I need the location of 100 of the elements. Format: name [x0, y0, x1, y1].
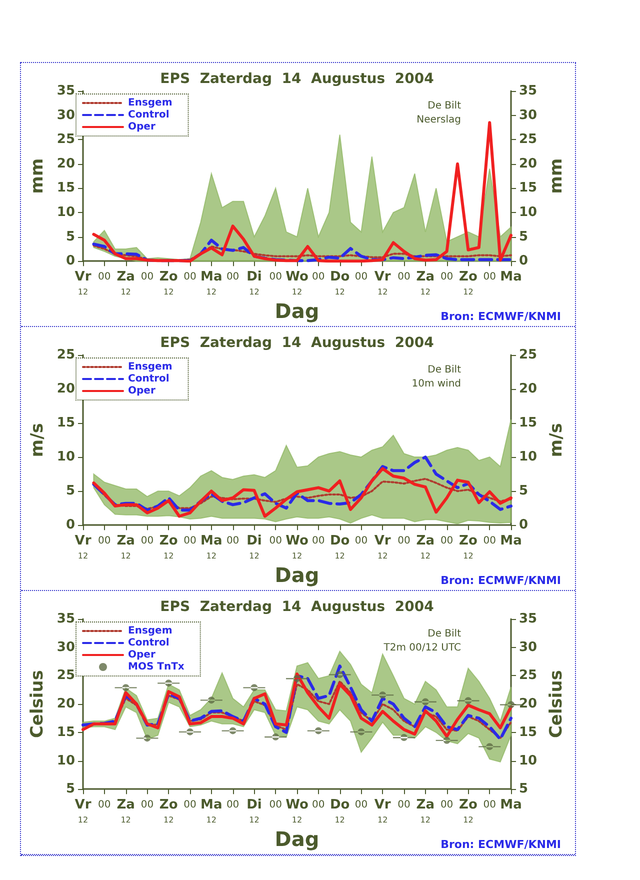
- y-axis-title: m/s: [28, 423, 48, 458]
- x-axis-title: Dag: [274, 299, 320, 323]
- y-tick-label: 5: [66, 229, 75, 244]
- x-tick-label: 00: [226, 800, 240, 811]
- x-tick-label: 00: [269, 272, 282, 283]
- annotation: 10m wind: [412, 378, 462, 390]
- x-tick-label: Wo 12: [286, 270, 308, 297]
- chart-title: EPS Zaterdag 14 Augustus 2004: [160, 335, 434, 351]
- x-tick-label: 00: [98, 800, 111, 811]
- y2-tick-label: 15: [519, 416, 538, 431]
- x-tick-label: 00: [483, 536, 496, 547]
- x-tick-label: Za 12: [116, 270, 135, 297]
- x-tick-label: 00: [312, 800, 325, 811]
- x-tick-label: 00: [483, 272, 496, 283]
- y-axis-title: mm: [28, 158, 48, 194]
- chart-title: EPS Zaterdag 14 Augustus 2004: [160, 599, 434, 615]
- x-tick-label: Ma 12: [200, 270, 222, 297]
- x-tick-label: 00: [354, 272, 368, 283]
- y-tick-label: 15: [56, 416, 75, 431]
- line-series: [92, 244, 512, 262]
- x-tick-label: 00: [398, 800, 410, 811]
- y2-tick-label: 20: [519, 696, 538, 712]
- x-tick-label: 00: [483, 800, 496, 811]
- x-tick-label: Za 12: [116, 534, 135, 561]
- x-tick-label: Zo 12: [159, 270, 178, 297]
- x-tick-label: 00: [226, 536, 240, 547]
- y2-tick-label: 0: [519, 254, 528, 269]
- x-tick-label: 00: [184, 536, 196, 547]
- annotation: De Bilt: [428, 364, 462, 376]
- y2-axis-title: m/s: [546, 423, 566, 458]
- x-tick-label: 00: [354, 800, 368, 811]
- y2-tick-label: 35: [519, 84, 538, 98]
- y-tick-label: 30: [56, 640, 75, 655]
- x-tick-label: 00: [140, 272, 154, 283]
- y-tick-label: 25: [56, 668, 75, 684]
- y-tick-label: 20: [56, 382, 75, 397]
- y-tick-label: 10: [56, 753, 75, 768]
- x-tick-label: 00: [440, 536, 454, 547]
- line-series: [92, 456, 513, 512]
- y-tick-label: 20: [56, 696, 75, 712]
- y-tick-label: 10: [56, 450, 75, 465]
- annotation: Neerslag: [416, 114, 462, 126]
- x-tick-label: Do 12: [330, 534, 350, 561]
- legend-label: Oper: [128, 386, 156, 396]
- annotation: De Bilt: [428, 100, 462, 112]
- x-tick-label: Di 12: [246, 798, 262, 825]
- legend-label: Control: [128, 110, 170, 120]
- y-tick-label: 35: [56, 612, 75, 626]
- x-tick-label: 00: [184, 800, 196, 811]
- x-tick-label: 00: [269, 536, 282, 547]
- legend-label: Control: [128, 638, 170, 648]
- x-tick-label: 00: [354, 536, 368, 547]
- text: Bron: ECMWF/KNMI: [440, 838, 562, 851]
- text: Bron: ECMWF/KNMI: [440, 310, 562, 323]
- y-tick-label: 15: [56, 180, 75, 196]
- y2-tick-label: 5: [519, 484, 528, 499]
- y2-tick-label: 0: [519, 518, 528, 533]
- x-tick-label: 00: [226, 272, 240, 283]
- x-tick-label: Ma: [500, 798, 522, 813]
- annotation: De Bilt: [428, 628, 462, 640]
- y-axis-title: Celsius: [28, 670, 48, 738]
- y2-tick-label: 25: [519, 348, 538, 362]
- y2-tick-label: 20: [519, 382, 538, 397]
- x-tick-label: Vr 12: [374, 270, 392, 297]
- x-tick-label: 00: [440, 272, 454, 283]
- x-tick-label: 00: [98, 272, 111, 283]
- y-tick-label: 15: [56, 724, 75, 740]
- x-tick-label: Wo 12: [286, 798, 308, 825]
- y2-tick-label: 15: [519, 180, 538, 196]
- y2-tick-label: 30: [519, 640, 538, 655]
- x-tick-label: Ma: [500, 270, 522, 285]
- legend-label: Oper: [128, 122, 156, 132]
- legend-label: MOS TnTx: [128, 662, 185, 672]
- text: Bron: ECMWF/KNMI: [440, 574, 562, 587]
- x-tick-label: 00: [440, 800, 454, 811]
- x-tick-label: Za 12: [416, 270, 435, 297]
- x-tick-label: Di 12: [246, 270, 262, 297]
- x-tick-label: 00: [140, 800, 154, 811]
- x-tick-label: Zo 12: [159, 798, 178, 825]
- x-tick-label: 00: [184, 272, 196, 283]
- y2-axis-title: Celsius: [546, 670, 566, 738]
- x-tick-label: 00: [398, 272, 410, 283]
- x-tick-label: Za 12: [416, 798, 435, 825]
- y2-axis-title: mm: [546, 158, 566, 194]
- y-tick-label: 25: [56, 132, 75, 148]
- legend-label: Oper: [128, 650, 156, 660]
- y-tick-label: 10: [56, 205, 75, 220]
- x-tick-label: 00: [398, 536, 410, 547]
- y-tick-label: 25: [56, 348, 75, 362]
- y2-tick-label: 15: [519, 724, 538, 740]
- x-tick-label: Di 12: [246, 534, 262, 561]
- y2-tick-label: 20: [519, 156, 538, 172]
- x-tick-label: Zo 12: [459, 534, 478, 561]
- x-tick-label: Zo 12: [159, 534, 178, 561]
- y-tick-label: 20: [56, 156, 75, 172]
- x-tick-label: Za 12: [416, 534, 435, 561]
- y2-tick-label: 5: [519, 782, 528, 797]
- x-tick-label: Zo 12: [459, 798, 478, 825]
- x-tick-label: Zo 12: [459, 270, 478, 297]
- x-tick-label: Vr 12: [374, 534, 392, 561]
